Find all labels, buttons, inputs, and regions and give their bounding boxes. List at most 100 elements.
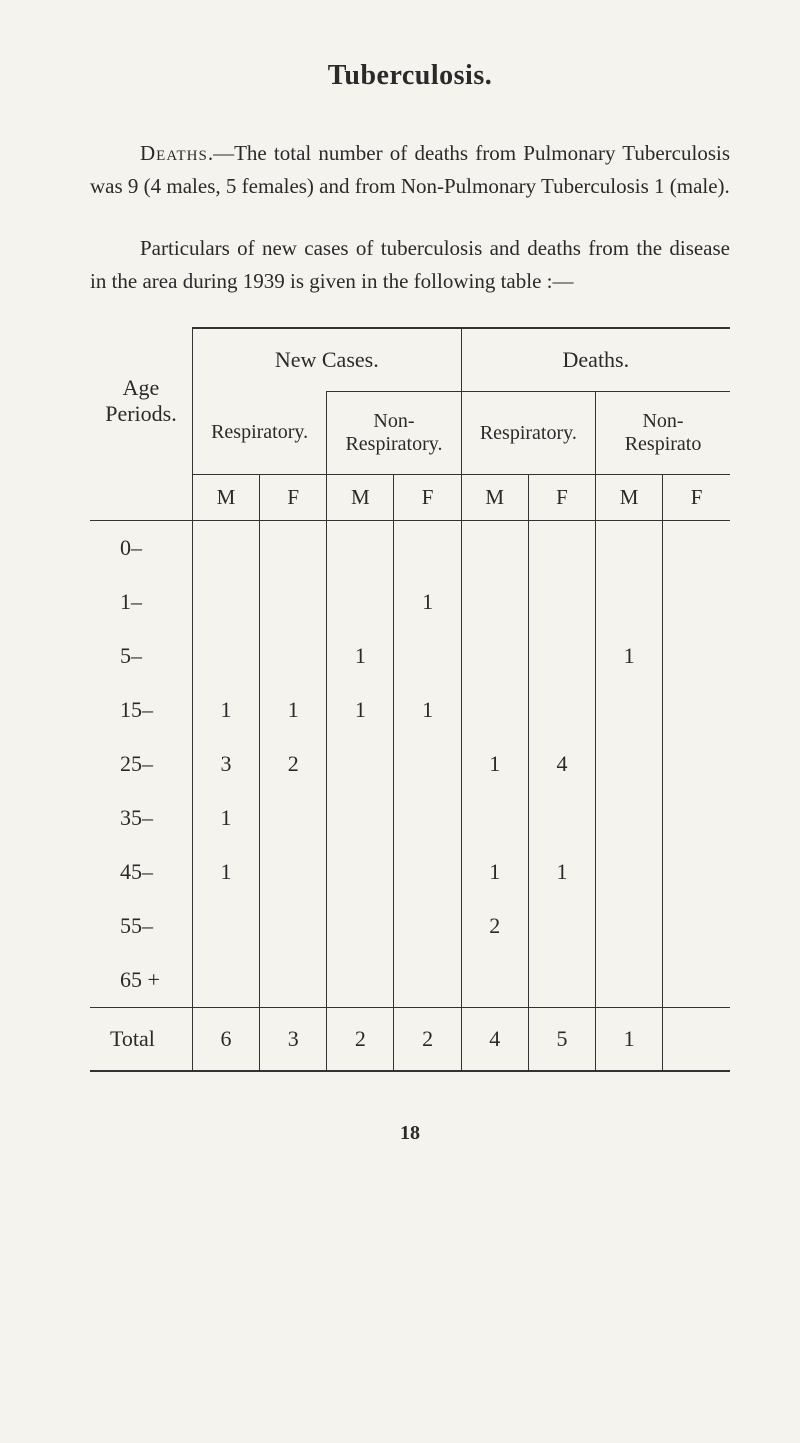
total-cell: 1 [596,1008,663,1072]
data-cell: 1 [260,683,327,737]
data-cell: 1 [327,629,394,683]
data-cell [596,575,663,629]
table-row: 25– 3 2 1 4 [90,737,730,791]
data-cell [394,629,461,683]
respiratory-header-2: Respiratory. [461,392,595,475]
total-cell: 2 [327,1008,394,1072]
data-cell [327,737,394,791]
age-periods-header: AgePeriods. [90,328,192,475]
data-cell [394,845,461,899]
table-row: 5– 1 1 [90,629,730,683]
page-number: 18 [90,1122,730,1145]
data-cell [663,899,730,953]
paragraph-particulars: Particulars of new cases of tuberculosis… [90,232,730,297]
age-cell: 5– [90,629,192,683]
mf-header: M [596,475,663,521]
data-cell [327,791,394,845]
age-cell: 25– [90,737,192,791]
non-respiratory-header-1: Non-Respiratory. [327,392,461,475]
data-cell [394,521,461,576]
data-cell [260,791,327,845]
data-cell [327,845,394,899]
document-title: Tuberculosis. [90,60,730,92]
data-cell [327,899,394,953]
total-cell: 6 [192,1008,259,1072]
data-cell [663,629,730,683]
data-cell [663,521,730,576]
new-cases-header: New Cases. [192,328,461,392]
data-cell [528,953,595,1008]
mf-header: M [327,475,394,521]
data-cell [596,845,663,899]
table-row: 35– 1 [90,791,730,845]
data-cell: 1 [327,683,394,737]
age-cell: 55– [90,899,192,953]
data-cell: 1 [461,845,528,899]
table-row: 45– 1 1 1 [90,845,730,899]
data-cell [192,521,259,576]
paragraph-deaths: Deaths.—The total number of deaths from … [90,137,730,202]
deaths-header: Deaths. [461,328,730,392]
data-cell [260,899,327,953]
table-row: 55– 2 [90,899,730,953]
mf-header: F [663,475,730,521]
data-cell [461,575,528,629]
data-cell [327,521,394,576]
age-cell: 1– [90,575,192,629]
data-cell [461,791,528,845]
deaths-label: Deaths [140,141,208,165]
table-header-row3: M F M F M F M F [90,475,730,521]
tuberculosis-table: AgePeriods. New Cases. Deaths. Respirato… [90,327,730,1072]
table-row: 1– 1 [90,575,730,629]
total-cell: 5 [528,1008,595,1072]
table-row: 65 + [90,953,730,1008]
data-cell [528,629,595,683]
data-cell [192,575,259,629]
mf-header: F [528,475,595,521]
age-cell: 45– [90,845,192,899]
data-cell [663,845,730,899]
total-cell: 4 [461,1008,528,1072]
empty-header [90,475,192,521]
age-cell: 0– [90,521,192,576]
total-label: Total [90,1008,192,1072]
data-cell [663,791,730,845]
data-cell: 1 [394,575,461,629]
total-cell [663,1008,730,1072]
data-cell [327,575,394,629]
data-cell [528,791,595,845]
table-total-row: Total 6 3 2 2 4 5 1 [90,1008,730,1072]
data-cell [528,521,595,576]
data-cell [596,791,663,845]
data-cell [663,575,730,629]
data-cell: 1 [192,791,259,845]
data-cell [596,899,663,953]
data-cell: 1 [596,629,663,683]
data-cell [461,629,528,683]
data-cell [327,953,394,1008]
data-cell [394,791,461,845]
data-cell [192,629,259,683]
table-header-row1: AgePeriods. New Cases. Deaths. [90,328,730,392]
data-cell [461,683,528,737]
data-cell [192,899,259,953]
data-cell: 2 [260,737,327,791]
data-cell [528,575,595,629]
data-cell [596,521,663,576]
age-cell: 15– [90,683,192,737]
total-cell: 2 [394,1008,461,1072]
data-cell: 1 [394,683,461,737]
data-cell [596,683,663,737]
data-cell [461,953,528,1008]
mf-header: F [260,475,327,521]
data-cell [260,629,327,683]
mf-header: M [192,475,259,521]
mf-header: F [394,475,461,521]
data-cell [394,737,461,791]
data-cell: 2 [461,899,528,953]
data-cell: 1 [528,845,595,899]
data-cell [461,521,528,576]
total-cell: 3 [260,1008,327,1072]
data-cell [394,953,461,1008]
non-respiratory-header-2: Non-Respirato [596,392,730,475]
